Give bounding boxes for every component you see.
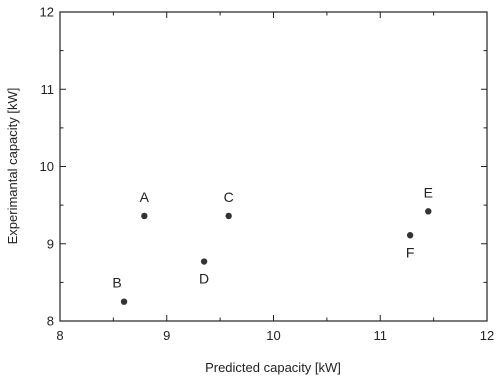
y-tick-label: 12 (40, 5, 54, 20)
data-point-a (141, 212, 148, 220)
plot-frame (59, 11, 488, 322)
data-point-d (200, 258, 208, 265)
point-label-c: C (224, 189, 234, 205)
point-label-a: A (140, 189, 150, 205)
data-point-c (225, 212, 232, 220)
data-point-f (406, 232, 414, 239)
y-axis-label: Experimantal capacity [kW] (5, 88, 20, 245)
x-tick-label: 9 (163, 328, 170, 343)
x-tick-label: 11 (374, 328, 388, 343)
point-label-d: D (199, 271, 209, 287)
axis-ticks: 8 9 10 11 12 8 9 10 11 12 (40, 5, 495, 344)
x-tick-label: 10 (266, 328, 280, 343)
point-label-b: B (112, 275, 121, 291)
point-label-e: E (424, 184, 433, 200)
x-tick-label: 8 (56, 328, 63, 343)
x-tick-label: 12 (480, 328, 494, 343)
x-axis-label: Predicted capacity [kW] (205, 360, 341, 375)
data-points: A B C D E F (112, 184, 433, 305)
y-tick-label: 10 (40, 159, 54, 174)
y-tick-label: 9 (47, 236, 54, 251)
point-label-f: F (406, 244, 415, 260)
y-tick-label: 11 (41, 82, 55, 97)
data-point-e (425, 208, 432, 215)
y-tick-label: 8 (47, 314, 54, 329)
data-point-b (120, 298, 128, 305)
